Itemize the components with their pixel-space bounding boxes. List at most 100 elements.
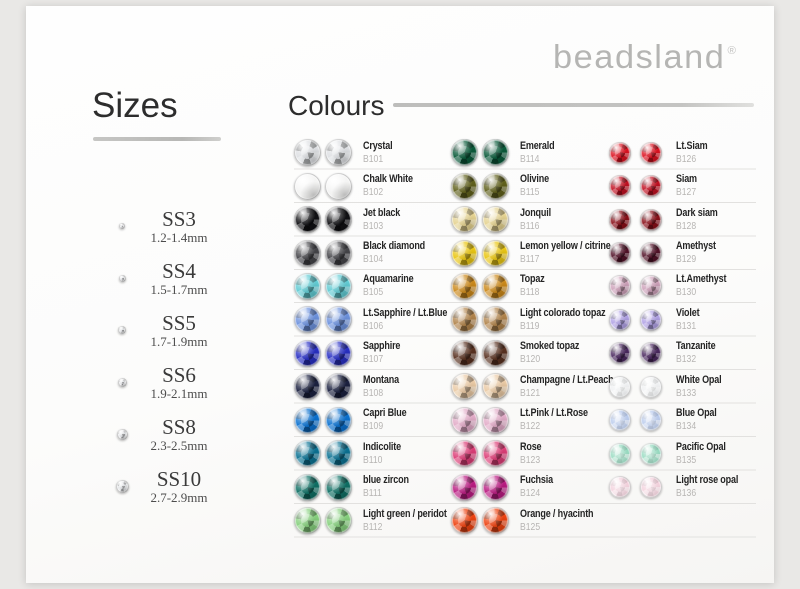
brand-logo-text: beadsland <box>553 38 726 75</box>
colour-name: Chalk White <box>363 173 413 186</box>
colour-text: Capri Blue B109 <box>363 408 407 432</box>
rhinestone-swatch-left-icon <box>609 275 631 298</box>
colour-text: Jonquil B116 <box>520 206 551 232</box>
colour-row: Light colorado topaz B119 <box>451 303 608 336</box>
rhinestone-pair <box>294 139 352 167</box>
colour-column-1: Crystal B101 Chalk White B102 Jet black … <box>294 136 450 537</box>
rhinestone-swatch-right-icon <box>640 141 662 164</box>
colour-code: B103 <box>363 219 384 232</box>
rhinestone-swatch-right-icon <box>482 339 509 367</box>
colour-row: Light rose opal B136 <box>609 470 759 503</box>
size-dot-cell <box>96 479 148 493</box>
rhinestone-pair <box>451 206 509 234</box>
colour-text: Lt.Sapphire / Lt.Blue B106 <box>363 307 447 332</box>
size-label: SS4 <box>162 258 196 283</box>
rhinestone-pair <box>609 275 662 298</box>
sizes-section-title: Sizes <box>92 86 178 125</box>
colour-text: Siam B127 <box>676 174 697 198</box>
rhinestone-swatch-left-icon <box>451 306 478 334</box>
registered-trademark-symbol: ® <box>727 45 736 57</box>
rhinestone-swatch-left-icon <box>451 139 478 167</box>
size-item: SS8 2.3-2.5mm <box>96 408 210 460</box>
colour-name: Amethyst <box>676 240 716 253</box>
colour-name: White Opal <box>676 373 722 386</box>
colour-row: Topaz B118 <box>451 270 608 303</box>
size-range: 1.7-1.9mm <box>150 333 208 349</box>
size-range: 1.9-2.1mm <box>150 385 208 401</box>
rhinestone-pair <box>451 172 509 200</box>
colour-code: B101 <box>363 152 384 165</box>
colour-code: B106 <box>363 319 384 332</box>
rhinestone-pair <box>294 440 352 468</box>
colour-code: B136 <box>676 487 697 500</box>
colour-text: Emerald B114 <box>520 140 555 165</box>
colour-name: Black diamond <box>363 240 426 253</box>
size-crystal-dot-icon <box>115 479 129 493</box>
colour-row: Emerald B114 <box>451 136 608 169</box>
rhinestone-swatch-right-icon <box>482 206 509 234</box>
rhinestone-swatch-left-icon <box>451 507 478 535</box>
colour-code: B132 <box>676 353 697 366</box>
colour-row: Capri Blue B109 <box>294 404 450 437</box>
rhinestone-pair <box>609 242 662 265</box>
rhinestone-swatch-left-icon <box>451 339 478 367</box>
size-item: SS6 1.9-2.1mm <box>96 356 210 408</box>
size-text: SS3 1.2-1.4mm <box>148 208 210 245</box>
colour-text: Light rose opal B136 <box>676 475 738 499</box>
rhinestone-swatch-right-icon <box>325 306 352 334</box>
colour-name: Olivine <box>520 173 549 186</box>
rhinestone-pair <box>451 239 509 267</box>
rhinestone-swatch-left-icon <box>609 175 631 198</box>
colour-name: blue zircon <box>363 474 409 487</box>
colour-text: Lt.Siam B126 <box>676 140 708 165</box>
colour-row: Siam B127 <box>609 169 759 202</box>
size-text: SS8 2.3-2.5mm <box>148 416 210 453</box>
rhinestone-swatch-right-icon <box>640 342 662 365</box>
colour-code: B119 <box>520 319 540 332</box>
colour-row: Smoked topaz B120 <box>451 337 608 370</box>
size-item: SS3 1.2-1.4mm <box>96 200 210 252</box>
colour-name: Rose <box>520 440 542 453</box>
rhinestone-swatch-right-icon <box>640 175 662 198</box>
size-label: SS6 <box>162 362 196 387</box>
rhinestone-swatch-left-icon <box>294 272 321 300</box>
colour-row: Lt.Sapphire / Lt.Blue B106 <box>294 303 450 336</box>
rhinestone-pair <box>451 473 509 501</box>
rhinestone-swatch-right-icon <box>325 339 352 367</box>
rhinestone-pair <box>294 339 352 367</box>
colour-row: Chalk White B102 <box>294 169 450 202</box>
rhinestone-swatch-right-icon <box>482 239 509 267</box>
size-label: SS8 <box>162 414 196 439</box>
colour-name: Smoked topaz <box>520 340 580 353</box>
colour-code: B116 <box>520 219 540 232</box>
colour-row: Sapphire B107 <box>294 337 450 370</box>
rhinestone-pair <box>294 507 352 535</box>
colour-row: Champagne / Lt.Peach B121 <box>451 370 614 403</box>
rhinestone-swatch-left-icon <box>294 339 321 367</box>
sizes-underline <box>93 137 221 141</box>
size-dot-cell <box>96 223 148 229</box>
rhinestone-swatch-left-icon <box>451 172 478 200</box>
colour-text: Black diamond B104 <box>363 241 425 265</box>
colour-code: B114 <box>520 152 540 165</box>
rhinestone-pair <box>609 409 662 432</box>
colour-row: Blue Opal B134 <box>609 404 759 437</box>
rhinestone-pair <box>609 208 662 231</box>
rhinestone-pair <box>294 206 352 234</box>
rhinestone-swatch-left-icon <box>294 172 321 200</box>
rhinestone-swatch-right-icon <box>640 242 662 265</box>
colour-row: Crystal B101 <box>294 136 450 169</box>
colour-code: B127 <box>676 186 697 199</box>
colour-code: B108 <box>363 386 384 399</box>
colour-name: Jonquil <box>520 206 551 219</box>
colour-row: Lt.Amethyst B130 <box>609 270 759 303</box>
colour-text: Blue Opal B134 <box>676 408 717 432</box>
colour-name: Pacific Opal <box>676 440 726 453</box>
colour-row: Pacific Opal B135 <box>609 437 759 470</box>
size-dot-cell <box>96 377 148 387</box>
rhinestone-swatch-left-icon <box>609 409 631 432</box>
colour-name: Crystal <box>363 139 393 152</box>
rhinestone-pair <box>294 239 352 267</box>
colour-code: B121 <box>520 386 541 399</box>
rhinestone-swatch-left-icon <box>451 373 478 401</box>
